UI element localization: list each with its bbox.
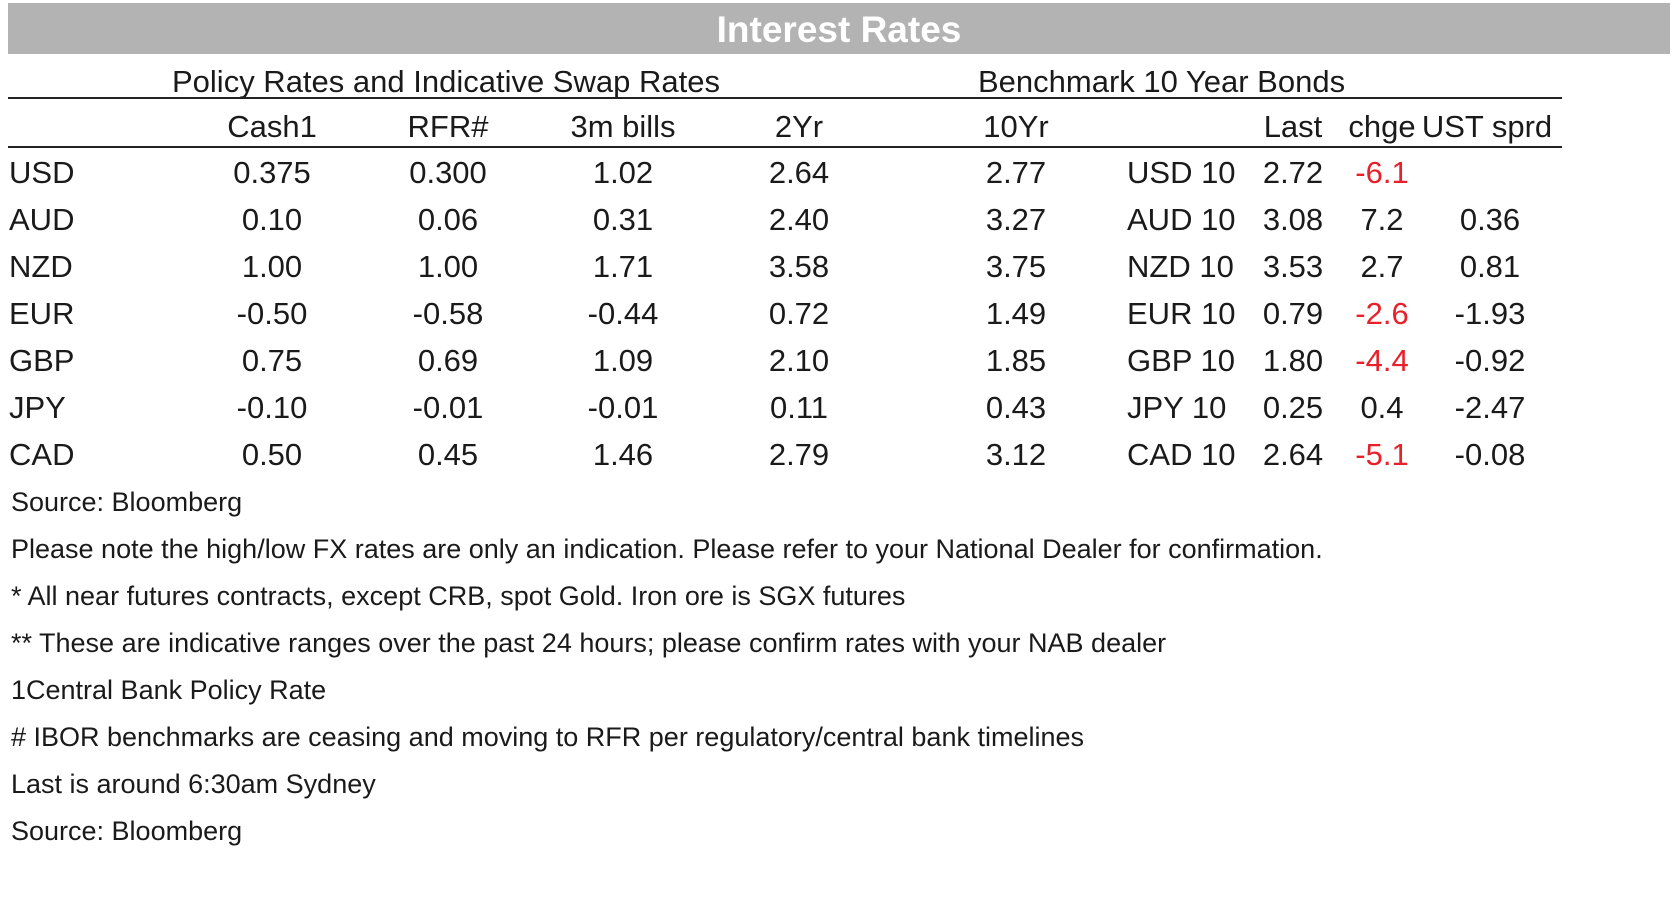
rfr-rate-cell: -0.58 [412, 296, 484, 331]
bond-change-cell: -6.1 [1355, 155, 1409, 190]
bond-last-cell: 3.08 [1262, 202, 1324, 237]
currency-label: NZD [9, 249, 73, 284]
cash-rate-cell: 0.50 [241, 437, 303, 472]
swap-2yr-cell: 2.79 [768, 437, 830, 472]
footnote-indicative-ranges: ** These are indicative ranges over the … [11, 628, 1167, 658]
bond-last-cell: 2.64 [1262, 437, 1324, 472]
currency-label: EUR [9, 296, 75, 331]
ust-spread-cell: -0.92 [1454, 343, 1526, 378]
bond-label: USD 10 [1127, 155, 1236, 190]
bond-change-cell: 0.4 [1360, 390, 1404, 425]
currency-label: CAD [9, 437, 75, 472]
bond-change-cell: -4.4 [1355, 343, 1409, 378]
swap-10yr-cell: 3.75 [985, 249, 1047, 284]
bond-label: CAD 10 [1127, 437, 1236, 472]
bills-rate-cell: -0.01 [587, 390, 659, 425]
swap-10yr-cell: 3.12 [985, 437, 1047, 472]
swap-10yr-cell: 0.43 [985, 390, 1047, 425]
bond-change-cell: 7.2 [1360, 202, 1404, 237]
swap-10yr-cell: 1.49 [985, 296, 1047, 331]
bond-last-cell: 0.25 [1262, 390, 1324, 425]
ust-spread-cell: -1.93 [1454, 296, 1526, 331]
footnote-fx-indication: Please note the high/low FX rates are on… [11, 534, 1323, 564]
cash-rate-cell: 0.375 [233, 155, 311, 190]
swap-2yr-cell: 0.11 [769, 390, 829, 425]
table-title-banner: Interest Rates [8, 3, 1670, 54]
bond-change-cell: -2.6 [1355, 296, 1409, 331]
rfr-rate-cell: 1.00 [417, 249, 479, 284]
footnote-source-2: Source: Bloomberg [11, 816, 243, 846]
cash-rate-cell: 0.75 [241, 343, 303, 378]
swap-10yr-cell: 3.27 [985, 202, 1047, 237]
bond-change-cell: 2.7 [1360, 249, 1404, 284]
footnote-policy-rate: 1Central Bank Policy Rate [11, 675, 327, 705]
ust-spread-cell: -0.08 [1454, 437, 1526, 472]
policy-section-title: Policy Rates and Indicative Swap Rates [172, 64, 720, 99]
rfr-rate-cell: 0.45 [417, 437, 479, 472]
bonds-section-title: Benchmark 10 Year Bonds [978, 64, 1346, 99]
col-header-ust-sprd: UST sprd [1421, 109, 1553, 144]
bond-label: JPY 10 [1127, 390, 1227, 425]
swap-2yr-cell: 2.10 [768, 343, 830, 378]
table-header-rule [8, 146, 1562, 148]
bond-label: GBP 10 [1127, 343, 1236, 378]
currency-label: USD [9, 155, 75, 190]
swap-10yr-cell: 1.85 [985, 343, 1047, 378]
bills-rate-cell: 0.31 [592, 202, 654, 237]
swap-2yr-cell: 0.72 [768, 296, 830, 331]
rfr-rate-cell: -0.01 [412, 390, 484, 425]
swap-2yr-cell: 2.40 [768, 202, 830, 237]
currency-label: GBP [9, 343, 75, 378]
rfr-rate-cell: 0.300 [409, 155, 487, 190]
bond-label: NZD 10 [1127, 249, 1234, 284]
bond-change-cell: -5.1 [1355, 437, 1409, 472]
bond-label: EUR 10 [1127, 296, 1236, 331]
rfr-rate-cell: 0.06 [417, 202, 479, 237]
cash-rate-cell: -0.50 [236, 296, 308, 331]
bills-rate-cell: 1.46 [592, 437, 654, 472]
currency-label: AUD [9, 202, 75, 237]
swap-2yr-cell: 2.64 [768, 155, 830, 190]
bills-rate-cell: -0.44 [587, 296, 659, 331]
footnote-last-time: Last is around 6:30am Sydney [11, 769, 376, 799]
col-header-3m-bills: 3m bills [570, 109, 676, 144]
bond-label: AUD 10 [1127, 202, 1236, 237]
table-title: Interest Rates [716, 9, 962, 50]
col-header-rfr: RFR# [407, 109, 489, 144]
footnote-ibor: # IBOR benchmarks are ceasing and moving… [11, 722, 1084, 752]
col-header-chge: chge [1348, 109, 1416, 144]
bills-rate-cell: 1.02 [592, 155, 654, 190]
header-divider [8, 97, 1562, 99]
ust-spread-cell: 0.36 [1459, 202, 1521, 237]
col-header-cash: Cash1 [227, 109, 317, 144]
col-header-10yr: 10Yr [983, 109, 1049, 144]
swap-10yr-cell: 2.77 [985, 155, 1047, 190]
footnote-source: Source: Bloomberg [11, 487, 243, 517]
bills-rate-cell: 1.71 [592, 249, 654, 284]
bond-last-cell: 0.79 [1262, 296, 1324, 331]
ust-spread-cell: 0.81 [1459, 249, 1521, 284]
bond-last-cell: 2.72 [1262, 155, 1324, 190]
cash-rate-cell: 1.00 [241, 249, 303, 284]
cash-rate-cell: -0.10 [236, 390, 308, 425]
footnote-futures: * All near futures contracts, except CRB… [11, 581, 906, 611]
bond-last-cell: 3.53 [1262, 249, 1324, 284]
bills-rate-cell: 1.09 [592, 343, 654, 378]
bond-last-cell: 1.80 [1262, 343, 1324, 378]
swap-2yr-cell: 3.58 [768, 249, 830, 284]
cash-rate-cell: 0.10 [241, 202, 303, 237]
col-header-last: Last [1263, 109, 1323, 144]
col-header-2yr: 2Yr [774, 109, 824, 144]
rfr-rate-cell: 0.69 [417, 343, 479, 378]
ust-spread-cell: -2.47 [1454, 390, 1526, 425]
currency-label: JPY [9, 390, 66, 425]
